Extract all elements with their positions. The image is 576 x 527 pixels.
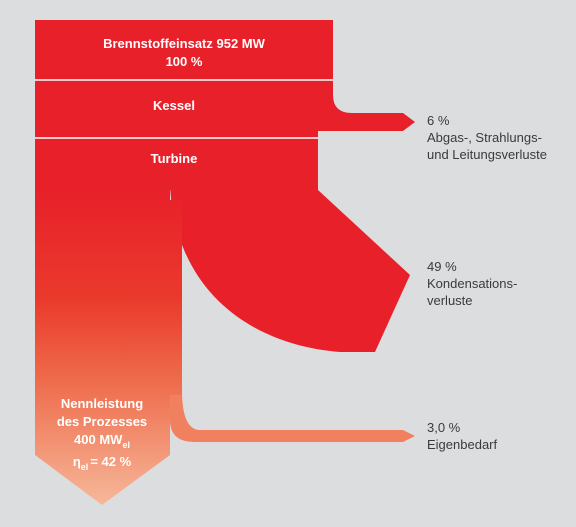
node-label: Kessel xyxy=(153,98,195,113)
node-label: Brennstoffeinsatz 952 MW xyxy=(103,36,266,51)
power-sub: el xyxy=(122,440,130,450)
node-power: 400 MWel xyxy=(74,432,130,450)
loss-percent: 6 % xyxy=(427,113,450,128)
loss-percent: 49 % xyxy=(427,259,457,274)
eta: η xyxy=(73,454,81,469)
node-sublabel: 100 % xyxy=(166,54,203,69)
loss-label: verluste xyxy=(427,293,473,308)
output-flow xyxy=(35,188,182,505)
loss-percent: 3,0 % xyxy=(427,420,461,435)
loss-label: und Leitungsverluste xyxy=(427,147,547,162)
input-flow xyxy=(35,20,333,190)
loss-label: Eigenbedarf xyxy=(427,437,497,452)
node-label: Turbine xyxy=(151,151,198,166)
loss-flow-own-use xyxy=(170,390,415,442)
loss-label: Kondensations- xyxy=(427,276,517,291)
power: 400 MW xyxy=(74,432,123,447)
eta-value: = 42 % xyxy=(90,454,131,469)
loss-label: Abgas-, Strahlungs- xyxy=(427,130,542,145)
loss-flow-condensation xyxy=(170,185,410,352)
loss-flow-exhaust xyxy=(318,95,415,131)
node-label: des Prozesses xyxy=(57,414,147,429)
eta-sub: el xyxy=(81,462,89,472)
node-label: Nennleistung xyxy=(61,396,143,411)
node-efficiency: ηel = 42 % xyxy=(73,454,132,472)
